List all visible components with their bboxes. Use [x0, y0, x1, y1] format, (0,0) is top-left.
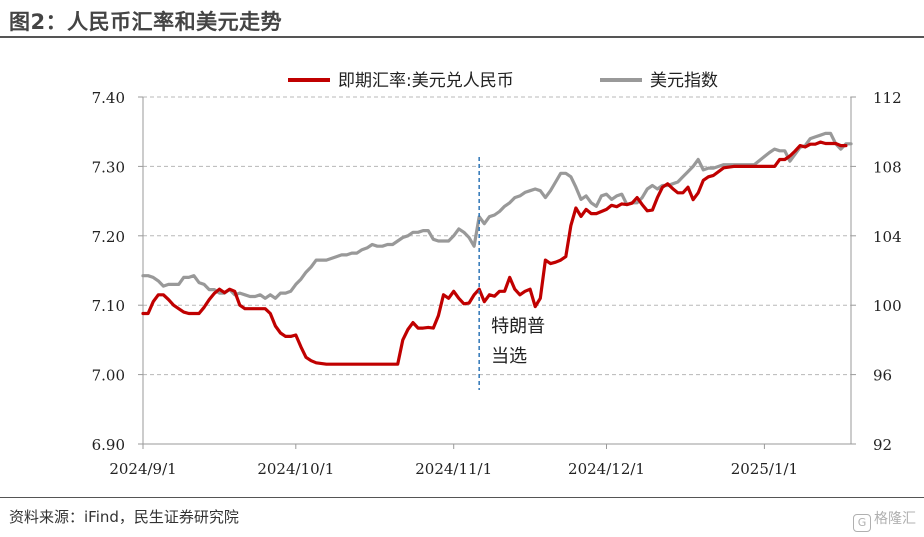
y-right-tick-label: 108	[873, 158, 902, 176]
y-right-tick-label: 104	[873, 228, 902, 246]
source-rule	[0, 497, 924, 498]
source-note: 资料来源：iFind，民生证券研究院	[9, 508, 239, 526]
series-line-dxy	[141, 131, 853, 300]
y-left-tick-label: 7.20	[92, 228, 125, 246]
title-rule	[0, 36, 924, 38]
legend: 即期汇率:美元兑人民币 美元指数	[288, 71, 718, 91]
annotation-text-line2: 当选	[491, 346, 527, 367]
y-right-tick-label: 100	[873, 297, 902, 315]
x-tick-label: 2024/12/1	[568, 460, 645, 478]
y-left-tick-label: 7.00	[92, 367, 125, 385]
y-left-tick-label: 7.30	[92, 158, 125, 176]
axes	[138, 96, 856, 449]
y-left-tick-label: 7.40	[92, 89, 125, 107]
annotation-text-line1: 特朗普	[491, 316, 545, 337]
legend-item-dxy-label: 美元指数	[650, 71, 718, 91]
y-left-tick-label: 7.10	[92, 297, 125, 315]
y-left-tick-label: 6.90	[92, 436, 125, 454]
watermark-logo-icon: G	[853, 514, 871, 532]
y-right-tick-label: 92	[873, 436, 892, 454]
series-lines	[141, 131, 853, 366]
series-line-usdcny	[141, 140, 848, 366]
watermark-text: 格隆汇	[874, 511, 916, 527]
x-tick-label: 2024/10/1	[257, 460, 334, 478]
y-right-tick-label: 96	[873, 367, 892, 385]
watermark: G 格隆汇	[853, 508, 916, 532]
tick-labels: 6.90 7.00 7.10 7.20 7.30 7.40 92 96 100 104 108 112…	[92, 89, 902, 478]
y-right-tick-label: 112	[873, 89, 902, 107]
x-tick-label: 2024/9/1	[109, 460, 176, 478]
x-tick-label: 2024/11/1	[415, 460, 492, 478]
figure-title: 图2：人民币汇率和美元走势	[9, 10, 283, 34]
legend-item-usdcny-label: 即期汇率:美元兑人民币	[338, 71, 514, 91]
x-tick-label: 2025/1/1	[731, 460, 798, 478]
